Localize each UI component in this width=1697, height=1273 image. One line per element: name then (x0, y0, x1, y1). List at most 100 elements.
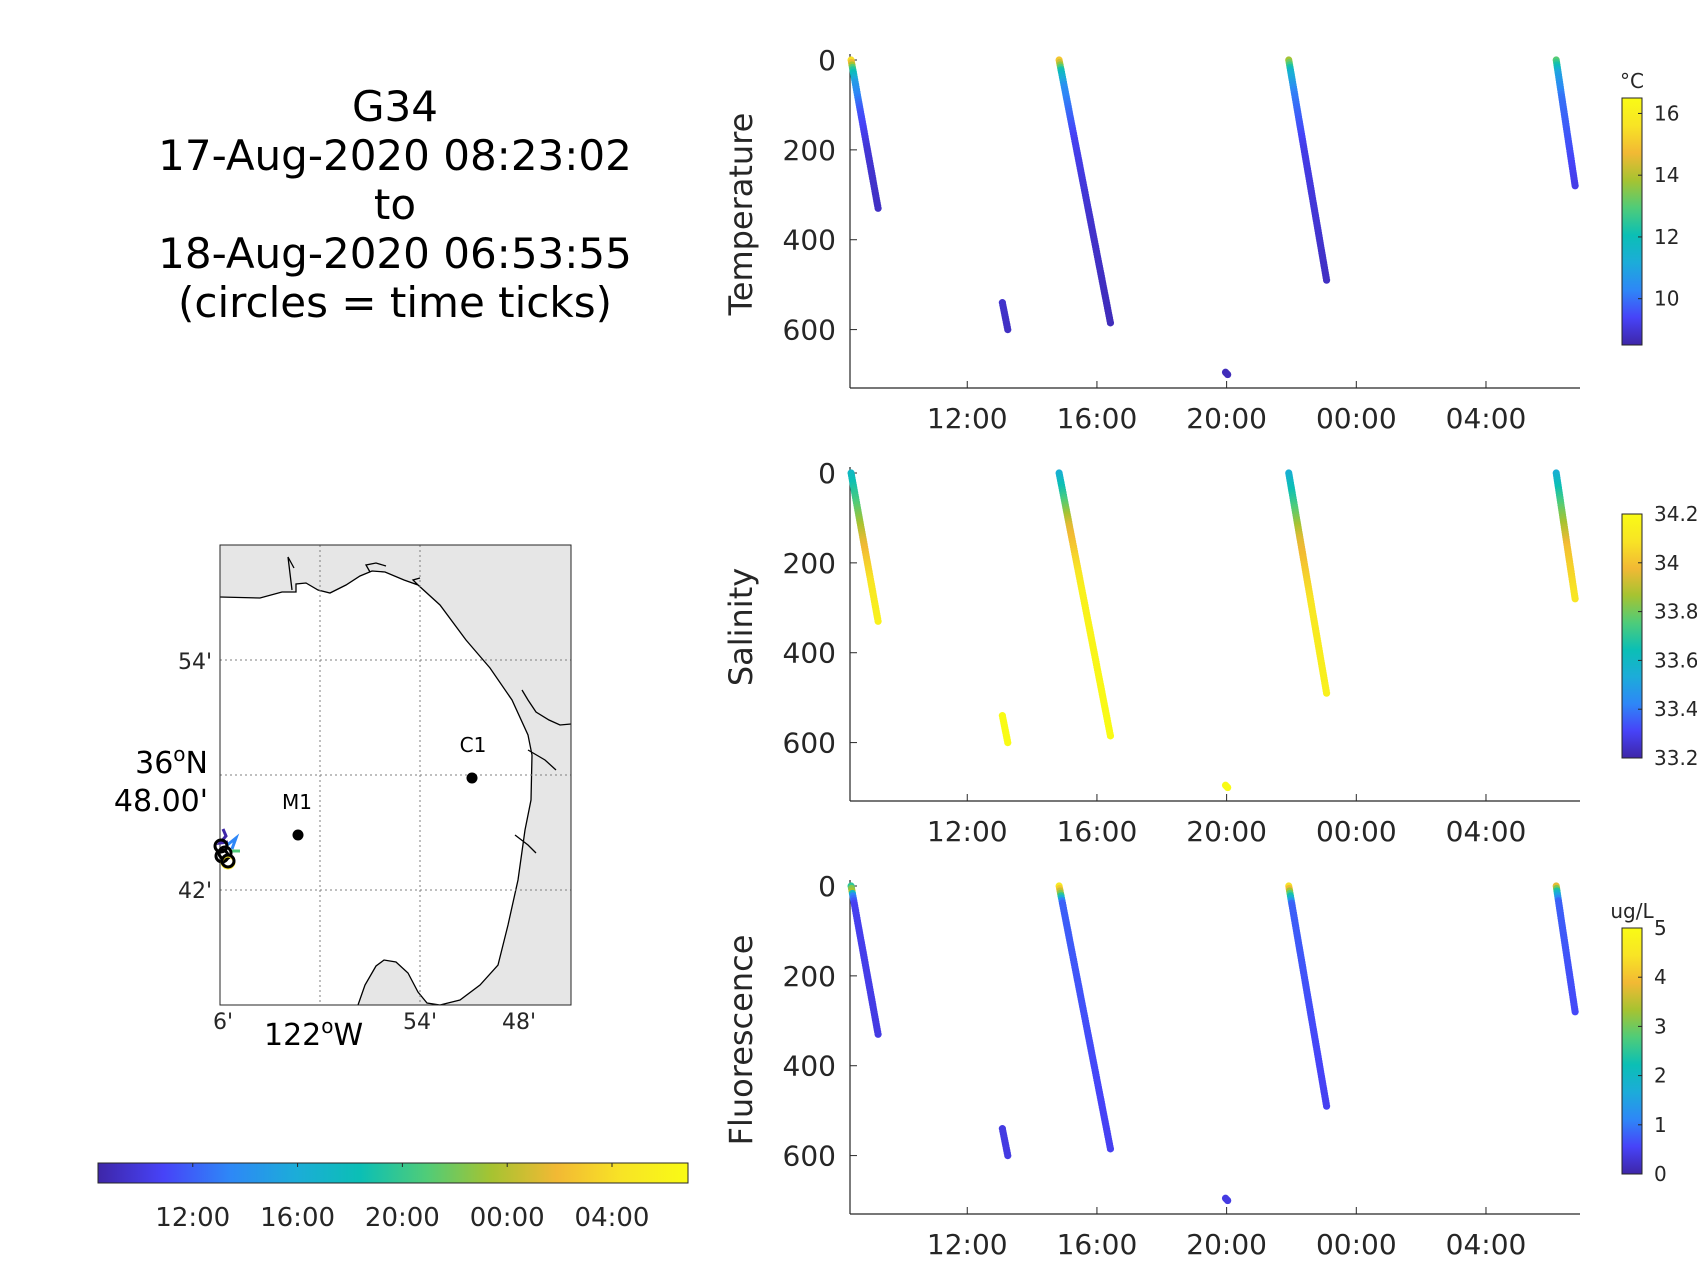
colorbar-tick-label: 4 (1654, 965, 1667, 989)
data-point (1106, 319, 1115, 327)
profile-cast (1055, 56, 1115, 327)
data-point (1571, 595, 1579, 603)
colorbar-tick-label: 33.2 (1654, 746, 1697, 770)
profile-cast (998, 299, 1012, 334)
colorbar-fluorescence (1621, 927, 1643, 1175)
y-tick-label: 200 (783, 547, 836, 580)
profile-cast (1055, 469, 1115, 740)
map-lat-minutes: 48.00' (114, 784, 208, 819)
colorbar-tick-label: 16 (1654, 101, 1679, 125)
profile-cast (1285, 882, 1331, 1110)
station-m1-marker (292, 829, 304, 841)
map-lat-label: 36oN (135, 742, 208, 781)
data-point (874, 617, 882, 625)
data-point (1106, 1145, 1115, 1153)
map-coastline (219, 556, 572, 1006)
time-colorbar-ticks: 12:00 16:00 20:00 00:00 04:00 (155, 1163, 649, 1233)
data-point (1224, 370, 1232, 379)
x-tick-label: 00:00 (1316, 815, 1397, 848)
profile-cast (1552, 882, 1579, 1016)
profile-cast (1552, 56, 1579, 190)
track-mid (225, 833, 240, 850)
x-tick-label: 04:00 (1446, 402, 1527, 435)
data-point (1571, 1008, 1579, 1016)
y-tick-label: 400 (783, 224, 836, 257)
start-time: 17-Aug-2020 08:23:02 (158, 131, 632, 180)
colorbar-tick-label: 33.8 (1654, 600, 1697, 624)
y-tick-label: 600 (783, 314, 836, 347)
x-tick-label: 20:00 (1186, 1228, 1267, 1261)
title-note: (circles = time ticks) (178, 278, 612, 327)
profile-cast (998, 1125, 1012, 1160)
station-c1-marker (466, 772, 478, 784)
y-tick-label: 0 (818, 44, 836, 77)
x-tick-label: 16:00 (1057, 402, 1138, 435)
x-tick-label: 16:00 (1057, 815, 1138, 848)
colorbar-tick-label: 14 (1654, 163, 1679, 187)
profile-cast (1285, 56, 1331, 284)
profile-cast (847, 469, 882, 625)
data-point (1224, 1196, 1232, 1205)
data-point (1004, 325, 1012, 334)
colorbar-tick-label: 12 (1654, 225, 1679, 249)
data-point (1224, 783, 1232, 792)
y-tick-label: 600 (783, 1140, 836, 1173)
map-lat-tick-42: 42' (178, 879, 212, 904)
map-lat-degrees: 36 (135, 746, 173, 781)
x-tick-label: 00:00 (1316, 1228, 1397, 1261)
time-colorbar-gradient (97, 1162, 689, 1184)
glider-name: G34 (352, 82, 438, 131)
profile-cast (1285, 469, 1331, 697)
data-point (1004, 1151, 1012, 1160)
glider-track (213, 828, 240, 870)
profile-cast (847, 882, 882, 1038)
data-point (1106, 732, 1115, 740)
station-m1-label: M1 (282, 790, 312, 814)
map-lon-tick-48: 48' (502, 1010, 536, 1035)
y-tick-label: 200 (783, 134, 836, 167)
colorbar-tick-label: 1 (1654, 1113, 1667, 1137)
time-colorbar-tick-label: 00:00 (470, 1203, 545, 1233)
station-c1-label: C1 (460, 733, 487, 757)
data-point (1004, 738, 1012, 747)
title-to: to (373, 180, 417, 229)
x-tick-label: 04:00 (1446, 1228, 1527, 1261)
map-lat-degree-sign: o (173, 742, 185, 766)
colorbar-tick-label: 2 (1654, 1064, 1667, 1088)
colorbar-tick-label: 10 (1654, 287, 1679, 311)
time-colorbar-tick-label: 04:00 (575, 1203, 650, 1233)
map-lon-tick-54: 54' (403, 1010, 437, 1035)
profile-cast (1221, 781, 1232, 792)
time-tick-circle (220, 853, 236, 869)
map-lon-degree-sign: o (321, 1014, 333, 1038)
profile-cast (1221, 368, 1232, 379)
profile-cast (847, 56, 882, 212)
figure-title: G34 17-Aug-2020 08:23:02 to 18-Aug-2020 … (95, 82, 695, 327)
profile-cast (1221, 1194, 1232, 1205)
time-colorbar-tick-label: 20:00 (365, 1203, 440, 1233)
y-tick-label: 400 (783, 637, 836, 670)
colorbar-tick-label: 34.2 (1654, 502, 1697, 526)
colorbar-tick-label: 33.4 (1654, 697, 1697, 721)
y-axis-label: Fluorescence (722, 935, 760, 1146)
x-tick-label: 20:00 (1186, 815, 1267, 848)
y-axis-label: Temperature (722, 113, 760, 317)
colorbar-tick-label: 34 (1654, 551, 1679, 575)
profile-cast (998, 712, 1012, 747)
y-axis-label: Salinity (722, 568, 760, 686)
x-tick-label: 16:00 (1057, 1228, 1138, 1261)
map-panel: 54' 42' 36oN 48.00' 6' 54' 48' 122oW M1 … (114, 544, 572, 1053)
colorbar-unit: °C (1620, 69, 1644, 93)
colorbar-tick-label: 33.6 (1654, 648, 1697, 672)
x-tick-label: 12:00 (927, 1228, 1008, 1261)
y-tick-label: 0 (818, 457, 836, 490)
map-lat-hemisphere: N (186, 746, 208, 781)
data-point (1322, 1102, 1331, 1110)
time-colorbar-tick-label: 12:00 (155, 1203, 230, 1233)
panel-fluorescence: 0 200 400 600 12:00 16:00 20:00 00:00 04:00 Fluor… (722, 870, 1667, 1261)
x-tick-label: 12:00 (927, 815, 1008, 848)
panel-temperature: 0 200 400 600 12:00 16:00 20:00 00:00 04:00 Tempe… (722, 44, 1679, 435)
map-grid (220, 545, 571, 1005)
map-lon-hemisphere: W (334, 1018, 364, 1053)
